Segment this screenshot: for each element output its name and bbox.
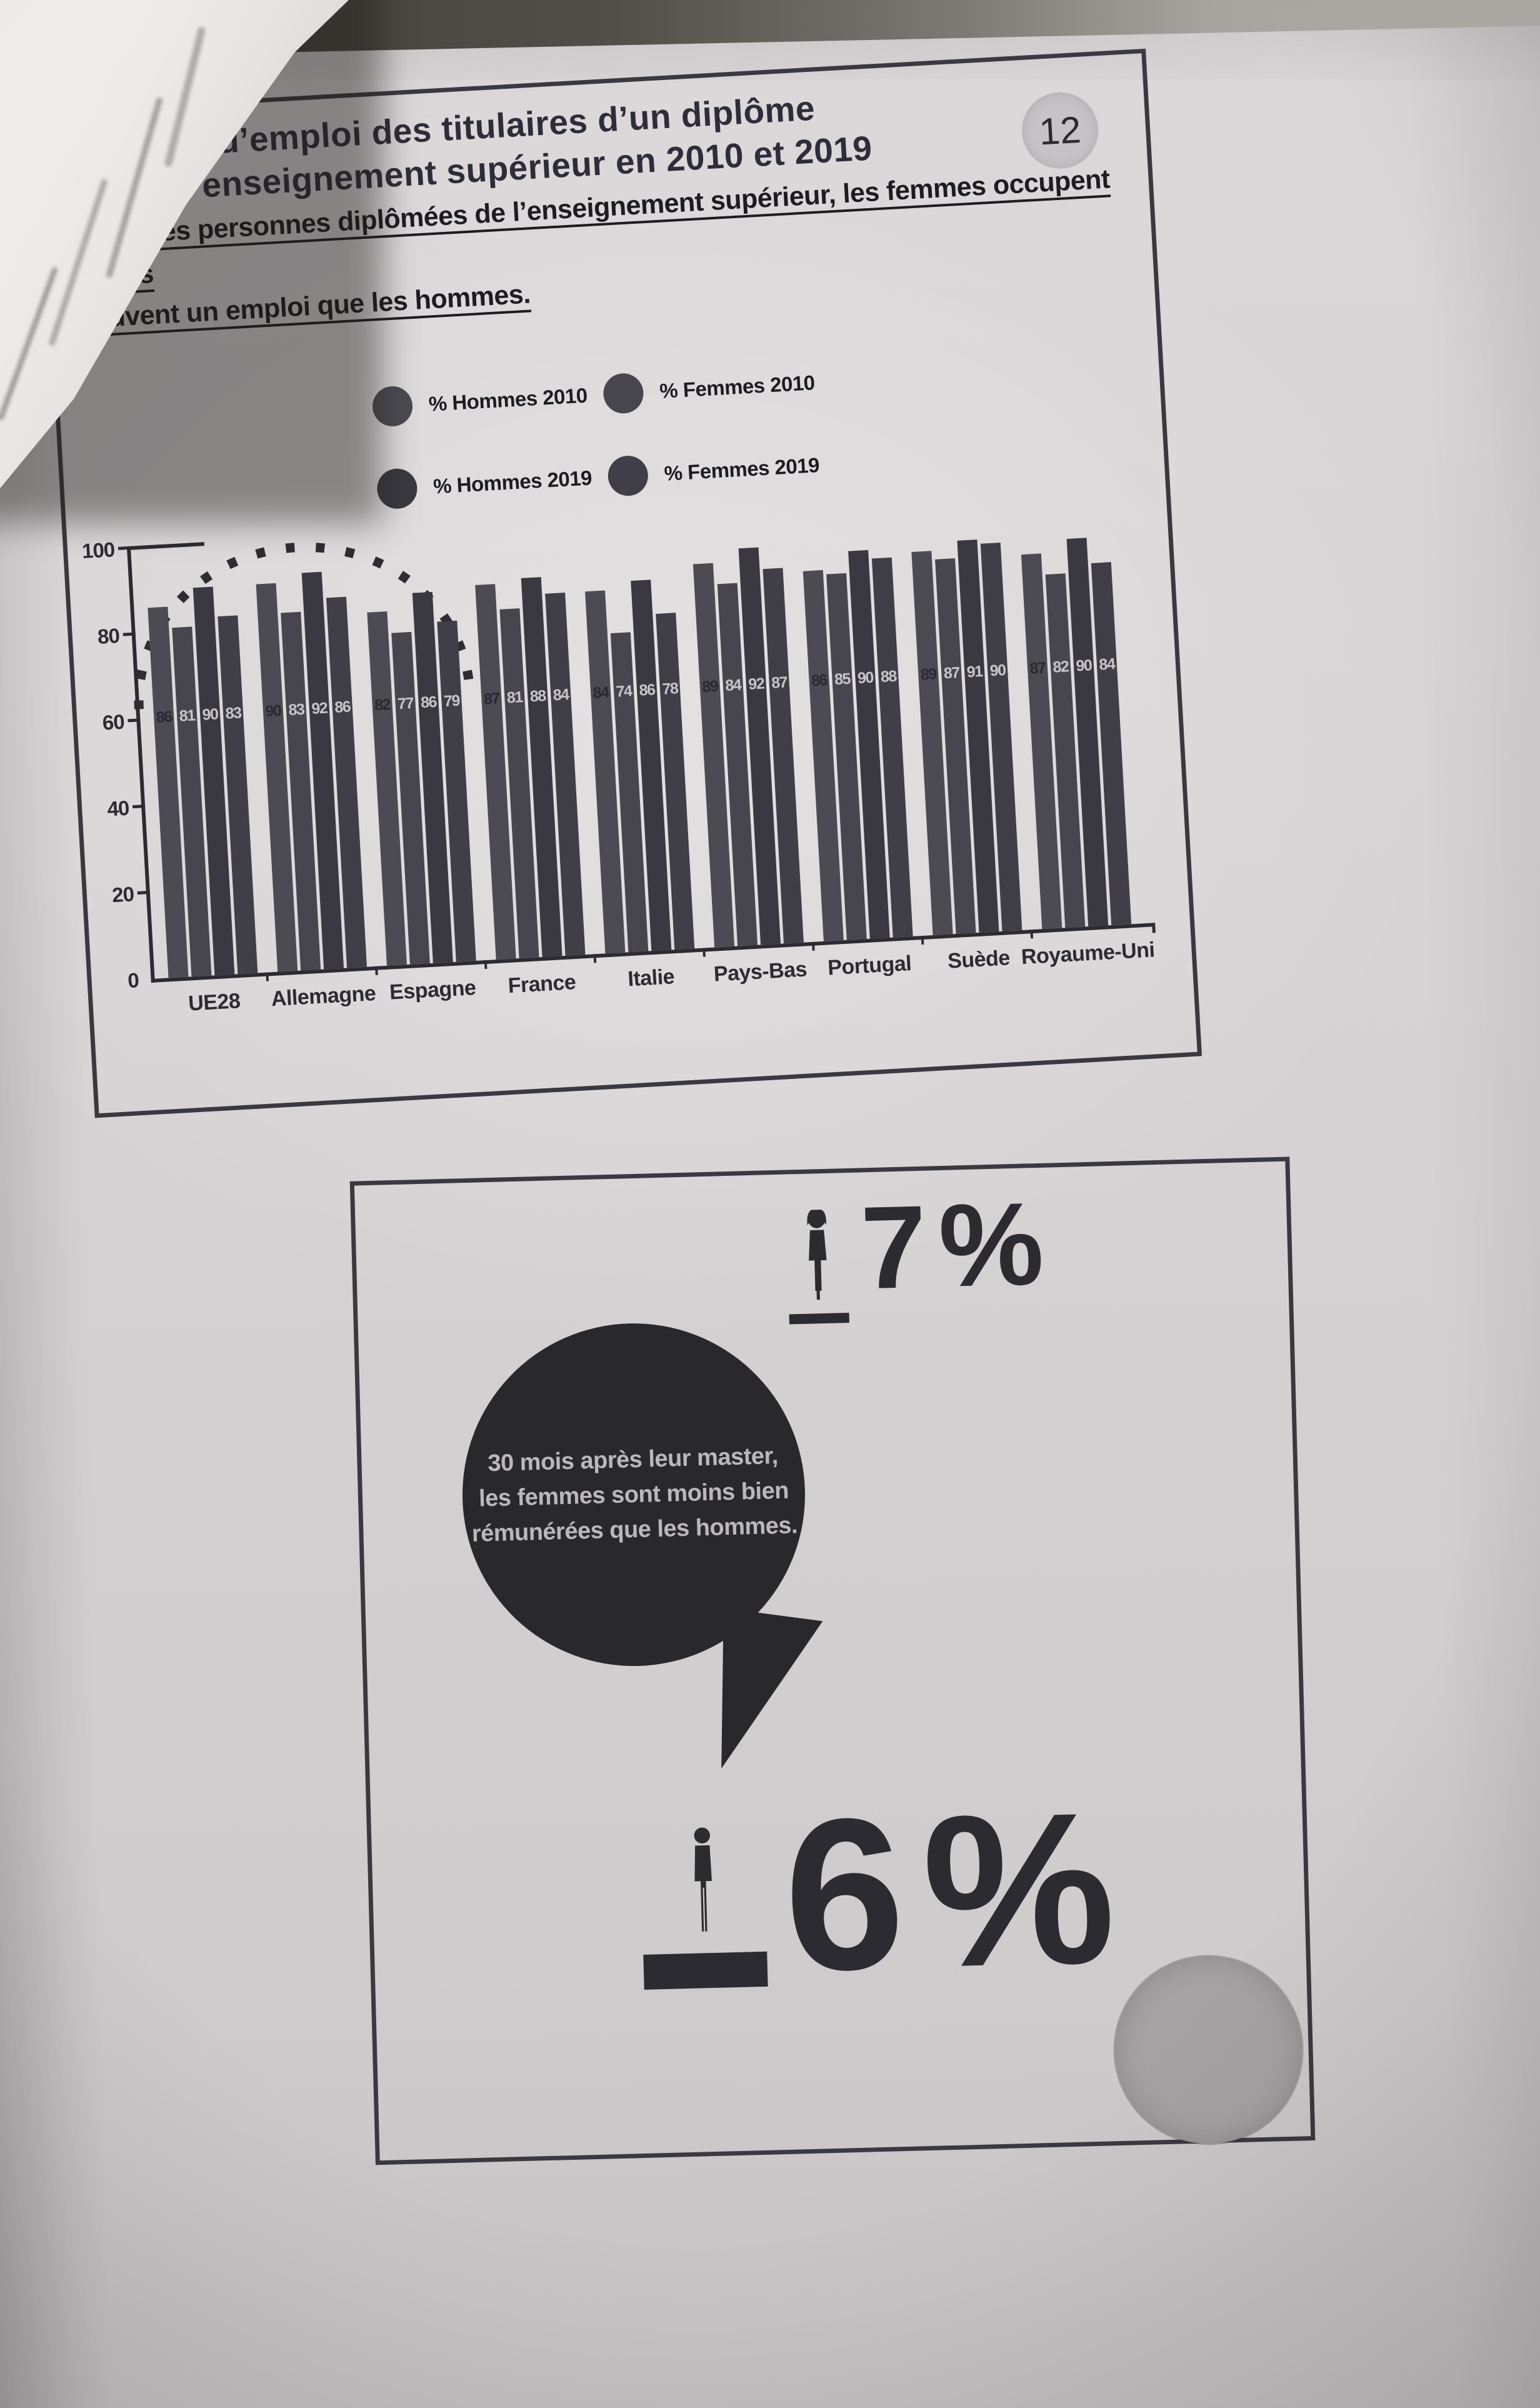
y-axis-tick: [122, 632, 136, 636]
axis-group-tick: [1030, 930, 1034, 939]
bar-value-label: 81: [506, 688, 523, 707]
bar-value-label: 90: [264, 701, 282, 721]
chart-panel: Taux d’emploi des titulaires d’un diplôm…: [38, 48, 1202, 1118]
y-axis-tick: [132, 805, 146, 809]
document-page: Taux d’emploi des titulaires d’un diplôm…: [0, 24, 1540, 2408]
legend-item-hommes-2019: % Hommes 2019: [376, 458, 593, 510]
y-axis-tick-label: 40: [106, 796, 130, 821]
bar-value-label: 87: [483, 690, 500, 708]
y-axis-tick: [128, 718, 141, 723]
bar-value-label: 90: [1075, 656, 1092, 675]
woman-icon: [807, 1209, 827, 1300]
faint-handwriting: [164, 26, 206, 168]
chart-legend: % Hommes 2010 % Hommes 2019 % Femmes 201…: [371, 356, 933, 510]
legend-label: % Femmes 2019: [663, 453, 820, 485]
woman-minus-group: [786, 1209, 849, 1325]
bar-value-label: 83: [288, 700, 305, 719]
legend-dot-icon: [602, 372, 645, 415]
bar-chart-plot: 86 81 90 83 UE28 90 83 92 86 Allemagne 82 77 86 79 Esp…: [81, 492, 1156, 1016]
speech-bubble-text: 30 mois après leur master, les femmes so…: [458, 1319, 809, 1670]
bar-value-label: 86: [638, 681, 656, 700]
axis-group-tick: [484, 960, 488, 970]
bar-value-label: 90: [857, 668, 874, 688]
legend-item-femmes-2019: % Femmes 2019: [607, 445, 821, 497]
bar-value-label: 77: [397, 694, 414, 713]
bar-value-label: 90: [989, 661, 1006, 680]
dashed-arc-decoration: [134, 542, 475, 710]
bar-value-label: 82: [1052, 658, 1069, 676]
axis-group-tick: [702, 948, 706, 957]
bar-value-label: 84: [1098, 655, 1116, 674]
bar-value-label: 74: [615, 682, 632, 701]
bar-value-label: 87: [1029, 659, 1046, 678]
y-axis-tick-label: 20: [111, 882, 134, 907]
stat-digit: 6: [781, 1773, 908, 2017]
axis-group-tick: [375, 966, 378, 975]
bar-value-label: 79: [443, 691, 460, 711]
axis-end-tick: [1152, 923, 1156, 933]
bar-value-label: 92: [748, 675, 764, 693]
page-number-badge: 12: [1019, 90, 1101, 171]
y-axis-tick: [118, 546, 131, 550]
gray-circle-decoration: [1112, 1954, 1305, 2147]
bar-value-label: 87: [943, 664, 960, 683]
bar-value-label: 82: [374, 695, 391, 715]
y-axis-tick: [137, 890, 150, 895]
legend-item-femmes-2010: % Femmes 2010: [602, 363, 816, 415]
bar-value-label: 84: [724, 676, 741, 695]
y-axis-tick-label: 60: [101, 710, 125, 735]
axis-group-tick: [266, 972, 269, 981]
man-icon: [694, 1827, 712, 1932]
bar-value-label: 88: [529, 687, 546, 706]
legend-item-hommes-2010: % Hommes 2010: [371, 376, 588, 428]
bar-value-label: 83: [224, 704, 242, 723]
infographic-panel: 7 % 30 mois après leur master, les femme…: [349, 1156, 1316, 2165]
bar-value-label: 89: [920, 665, 937, 684]
bar-value-label: 92: [311, 699, 328, 718]
speech-bubble: 30 mois après leur master, les femmes so…: [458, 1318, 823, 1780]
bar-value-label: 86: [420, 693, 437, 712]
x-axis-label: Royaume-Uni: [1020, 938, 1156, 970]
y-axis-tick-label: 80: [97, 623, 120, 648]
bar-value-label: 84: [552, 685, 569, 705]
axis-group-tick: [593, 954, 597, 963]
y-axis-tick-label: 100: [81, 538, 116, 563]
bar-value-label: 87: [771, 673, 788, 692]
stat-digit: 7: [859, 1180, 932, 1314]
bar-value-label: 84: [592, 683, 609, 702]
faint-handwriting: [48, 178, 109, 347]
women-pay-gap-stat: 7 %: [786, 1177, 1049, 1325]
axis-group-tick: [811, 941, 815, 951]
percent-sign: %: [937, 1177, 1049, 1312]
men-pay-gap-stat: 6 %: [639, 1767, 1118, 2017]
bar-value-label: 86: [334, 698, 351, 716]
bar-value-label: 91: [966, 662, 983, 681]
page-number: 12: [1038, 108, 1082, 153]
y-axis-tick-label: 0: [127, 968, 139, 993]
bar-value-label: 81: [178, 706, 196, 725]
legend-label: % Hommes 2010: [428, 383, 588, 416]
legend-label: % Femmes 2010: [659, 371, 816, 403]
bar-value-label: 85: [834, 670, 851, 689]
bar-value-label: 86: [811, 671, 828, 690]
minus-dash: [643, 1951, 768, 1990]
man-minus-group: [640, 1825, 768, 1990]
bar-value-label: 86: [156, 708, 172, 726]
faint-handwriting: [105, 96, 164, 279]
legend-label: % Hommes 2019: [432, 466, 592, 498]
legend-dot-icon: [607, 454, 649, 497]
percent-sign: %: [919, 1767, 1118, 2014]
bar-value-label: 89: [701, 677, 719, 696]
bar-value-label: 78: [661, 680, 679, 698]
bar-value-label: 90: [201, 705, 219, 724]
axis-group-tick: [921, 935, 924, 945]
bar-value-label: 88: [880, 667, 897, 686]
